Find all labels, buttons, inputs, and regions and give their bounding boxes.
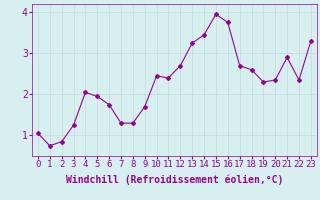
X-axis label: Windchill (Refroidissement éolien,°C): Windchill (Refroidissement éolien,°C)	[66, 175, 283, 185]
